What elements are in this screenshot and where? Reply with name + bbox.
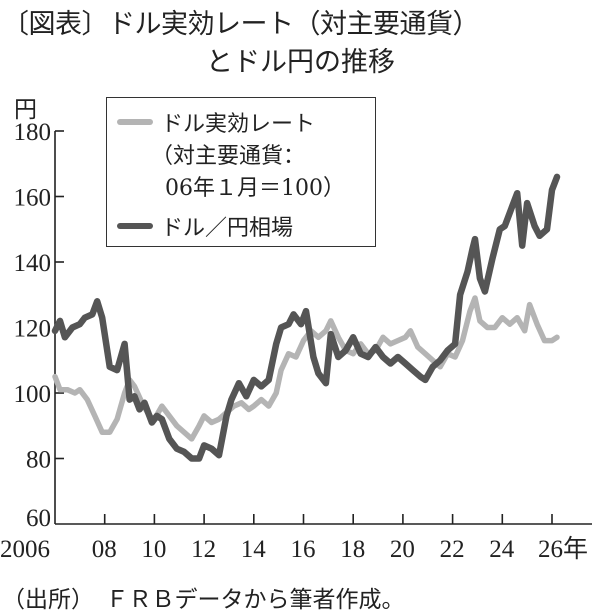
legend-label-usdjpy: ドル／円相場 — [161, 216, 294, 241]
usdjpy-line — [51, 173, 561, 462]
y-tick-label: 180 — [14, 119, 52, 146]
legend-label-effective-rate-basis1: （対主要通貨： — [151, 144, 306, 169]
y-tick-label: 140 — [14, 250, 52, 277]
y-axis-unit: 円 — [14, 97, 37, 123]
y-tick-label: 120 — [14, 316, 52, 343]
legend-item-effective-rate: ドル実効レート — [107, 106, 315, 138]
plot-lines — [51, 173, 561, 462]
legend-label-effective-rate: ドル実効レート — [161, 112, 316, 137]
x-tick-label: 20 — [390, 536, 415, 563]
legend: ドル実効レート （対主要通貨： 06年１月＝100） ドル／円相場 — [106, 97, 376, 247]
axes: 60 80 100 120 140 160 180 2006 08 10 12 14 16 18 20 22 2… — [0, 119, 592, 563]
chart-title-line2: とドル円の推移 — [206, 47, 395, 78]
x-tick-label: 08 — [92, 536, 117, 563]
legend-label-effective-rate-basis2: 06年１月＝100） — [165, 176, 345, 201]
y-tick-label: 60 — [26, 505, 51, 532]
legend-item-usdjpy: ドル／円相場 — [107, 210, 293, 242]
x-tick-label: 12 — [191, 536, 216, 563]
chart-title-line1: 〔図表〕ドル実効レート（対主要通貨） — [2, 9, 480, 40]
y-tick-label: 100 — [14, 381, 52, 408]
y-tick-label: 160 — [14, 185, 52, 212]
x-tick-label: 16 — [291, 536, 316, 563]
x-tick-label: 14 — [241, 536, 266, 563]
x-tick-label: 26年 — [538, 535, 588, 563]
x-tick-label: 22 — [440, 536, 465, 563]
effective-rate-line — [52, 295, 560, 442]
legend-swatch-light — [117, 119, 153, 125]
y-tick-label: 80 — [26, 447, 51, 474]
x-tick-label: 18 — [340, 536, 365, 563]
x-tick-label: 2006 — [0, 536, 50, 563]
legend-swatch-dark — [117, 223, 153, 229]
x-tick-label: 24 — [489, 536, 515, 563]
source-note: （出所） ＦＲＢデータから筆者作成。 — [2, 587, 405, 613]
x-tick-label: 10 — [141, 536, 166, 563]
